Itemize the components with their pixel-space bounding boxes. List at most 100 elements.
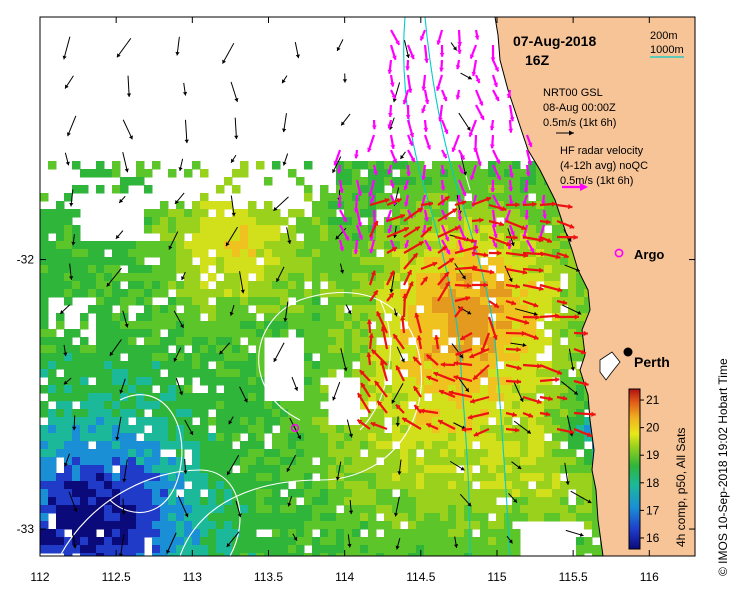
sst-cell (576, 425, 585, 434)
sst-cell (176, 281, 185, 290)
sst-cell (328, 345, 337, 354)
sst-cell (88, 457, 97, 466)
sst-cell (560, 265, 569, 274)
sst-cell (456, 537, 465, 546)
radar-vector (455, 59, 461, 70)
sst-cell (416, 521, 425, 530)
sst-cell (296, 217, 305, 226)
sst-cell (128, 241, 137, 250)
sst-cell (152, 433, 161, 442)
sst-cell (112, 321, 121, 330)
sst-cell (264, 537, 273, 546)
sst-cell (528, 409, 537, 418)
sst-cell (56, 281, 65, 290)
sst-cell (312, 465, 321, 474)
sst-cell (248, 241, 257, 250)
sst-cell (288, 233, 297, 242)
sst-cell (336, 329, 345, 338)
sst-cell (48, 489, 57, 498)
sst-cell (392, 209, 401, 218)
strong-radar-vector (379, 360, 389, 382)
sst-cell (248, 409, 257, 418)
sst-cell (184, 313, 193, 322)
radar-vector (441, 149, 448, 159)
sst-cell (176, 425, 185, 434)
sst-cell (528, 497, 537, 506)
sst-cell (408, 449, 417, 458)
sst-cell (304, 377, 313, 386)
sst-cell (120, 553, 129, 556)
sst-cell (512, 553, 521, 556)
radar-vector (542, 209, 548, 219)
sst-cell (392, 257, 401, 266)
sst-cell (560, 361, 569, 370)
sst-cell (336, 361, 345, 370)
sst-cell (56, 225, 65, 234)
sst-cell (272, 537, 281, 546)
model-vector (560, 381, 579, 396)
model-vector (292, 533, 298, 542)
sst-cell (568, 465, 577, 474)
radar-vector (390, 29, 401, 46)
sst-cell (464, 401, 473, 410)
sst-cell (272, 273, 281, 282)
sst-cell (168, 225, 177, 234)
sst-cell (136, 297, 145, 306)
sst-cell (72, 489, 81, 498)
sst-cell (544, 393, 553, 402)
sst-cell (520, 273, 529, 282)
radar-vector (508, 119, 514, 133)
sst-cell (296, 425, 305, 434)
strong-radar-vector (369, 198, 390, 207)
sst-cell (560, 417, 569, 426)
sst-cell (168, 273, 177, 282)
sst-cell (200, 409, 209, 418)
sst-cell (368, 553, 377, 556)
sst-cell (240, 209, 249, 218)
sst-cell (368, 417, 377, 426)
sst-cell (232, 337, 241, 346)
sst-cell (472, 433, 481, 442)
sst-cell (424, 329, 433, 338)
sst-cell (264, 289, 273, 298)
sst-cell (344, 465, 353, 474)
strong-radar-vector (556, 219, 575, 229)
sst-cell (528, 217, 537, 226)
sst-cell (64, 193, 73, 202)
sst-cell (48, 337, 57, 346)
sst-cell (136, 177, 145, 186)
sst-cell (552, 393, 561, 402)
sst-cell (272, 457, 281, 466)
sst-cell (160, 417, 169, 426)
sst-cell (80, 321, 89, 330)
sst-cell (160, 505, 169, 514)
sst-cell (408, 185, 417, 194)
sst-cell (328, 297, 337, 306)
sst-cell (264, 281, 273, 290)
sst-cell (344, 249, 353, 258)
sst-cell (232, 281, 241, 290)
sst-cell (248, 529, 257, 538)
sst-cell (120, 361, 129, 370)
sst-cell (88, 433, 97, 442)
sst-cell (160, 489, 169, 498)
sst-cell (200, 361, 209, 370)
sst-cell (112, 489, 121, 498)
sst-cell (544, 401, 553, 410)
sst-cell (40, 505, 49, 514)
sst-cell (56, 217, 65, 226)
lon-tick-label: 116 (640, 570, 659, 584)
sst-cell (416, 321, 425, 330)
sst-cell (584, 513, 593, 522)
sst-cell (392, 185, 401, 194)
sst-cell (344, 545, 353, 554)
sst-cell (408, 433, 417, 442)
sst-cell (104, 337, 113, 346)
sst-cell (136, 489, 145, 498)
radar-vector (339, 209, 348, 223)
sst-cell (208, 473, 217, 482)
sst-cell (168, 265, 177, 274)
sst-cell (288, 225, 297, 234)
sst-cell (280, 281, 289, 290)
sst-cell (424, 169, 433, 178)
